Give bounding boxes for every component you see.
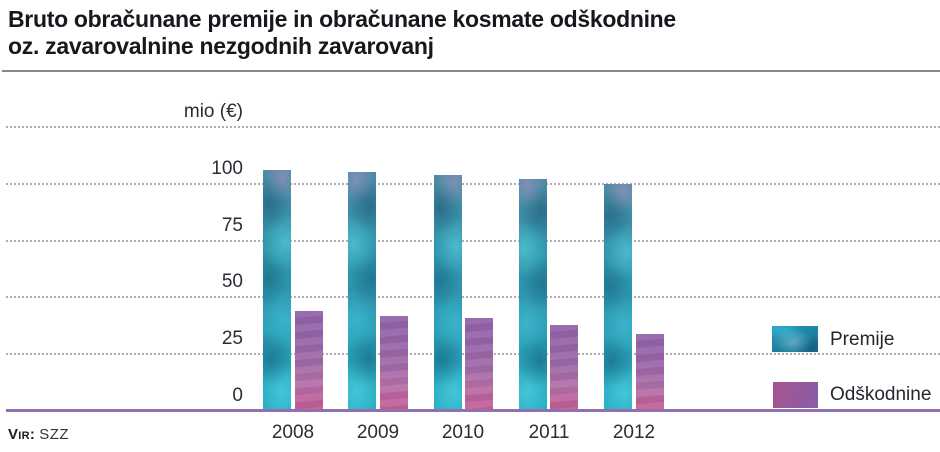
x-tick-2010: 2010: [441, 422, 485, 443]
bar-odskodnine-2010: [465, 318, 493, 411]
title-divider: [2, 70, 940, 72]
gridline-100: [6, 182, 940, 185]
chart-title: Bruto obračunane premije in obračunane k…: [8, 6, 938, 60]
source-label: Vir:: [8, 426, 36, 443]
x-axis-labels: 2008 2009 2010 2011 2012: [0, 422, 940, 446]
y-tick-100: 100: [211, 157, 243, 179]
gridline-75: [6, 239, 940, 242]
y-tick-75: 75: [221, 214, 243, 236]
bar-premije-2012: [604, 184, 632, 411]
bar-odskodnine-2012: [636, 334, 664, 411]
bar-premije-2008: [263, 170, 291, 411]
gridline-125: [6, 126, 940, 128]
bar-odskodnine-2011: [550, 325, 578, 411]
x-axis-line: [6, 409, 940, 412]
plot-area: [0, 126, 940, 411]
y-tick-25: 25: [221, 328, 243, 350]
bar-odskodnine-2008: [295, 311, 323, 411]
source-note: Vir: SZZ: [8, 426, 69, 443]
x-tick-2011: 2011: [528, 422, 570, 443]
y-axis-labels: mio (€) 0 25 50 75 100: [0, 102, 243, 411]
x-tick-2008: 2008: [271, 422, 315, 443]
x-tick-2012: 2012: [612, 422, 656, 443]
chart-title-line1: Bruto obračunane premije in obračunane k…: [8, 6, 676, 32]
source-value: SZZ: [39, 426, 70, 443]
y-tick-0: 0: [232, 385, 243, 406]
bar-premije-2009: [348, 172, 376, 411]
gridline-50: [6, 296, 940, 299]
legend-label-odskodnine: Odškodnine: [830, 384, 932, 405]
y-axis-unit-label: mio (€): [183, 101, 243, 122]
y-tick-50: 50: [221, 271, 243, 293]
x-tick-2009: 2009: [356, 422, 400, 443]
bar-odskodnine-2009: [380, 316, 408, 411]
legend-swatch-odskodnine-icon: [773, 382, 818, 408]
legend-swatch-premije-icon: [772, 326, 818, 352]
chart-title-line2: oz. zavarovalnine nezgodnih zavarovanj: [8, 33, 434, 59]
legend-label-premije: Premije: [830, 329, 895, 350]
bar-premije-2010: [434, 175, 462, 411]
bar-premije-2011: [519, 179, 547, 411]
